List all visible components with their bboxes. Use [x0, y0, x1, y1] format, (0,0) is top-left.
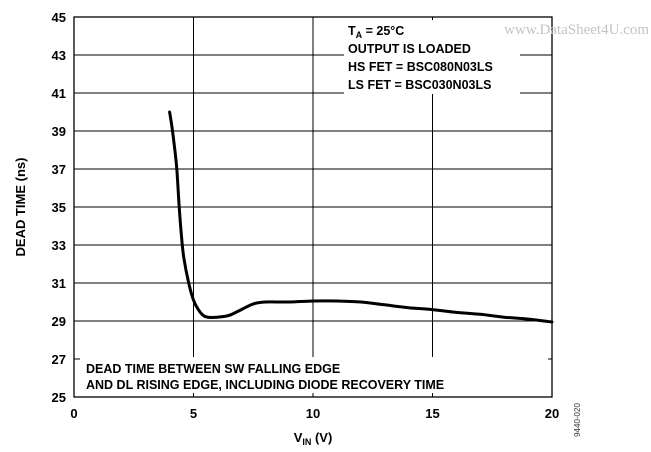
watermark: www.DataSheet4U.com: [504, 22, 649, 38]
y-tick-label: 37: [52, 162, 66, 177]
conditions-ta: TA = 25°C: [348, 24, 404, 40]
conditions-background: [344, 20, 520, 94]
y-tick-label: 27: [52, 352, 66, 367]
y-tick-label: 35: [52, 200, 66, 215]
note-annotation: DEAD TIME BETWEEN SW FALLING EDGE AND DL…: [86, 362, 444, 392]
x-tick-label: 5: [190, 406, 197, 421]
y-tick-label: 39: [52, 124, 66, 139]
x-tick-labels: 0 5 10 15 20: [70, 406, 559, 421]
note-line-2: AND DL RISING EDGE, INCLUDING DIODE RECO…: [86, 378, 444, 392]
series-line-dead-time: [168, 110, 554, 324]
x-tick-label: 10: [306, 406, 320, 421]
x-tick-label: 20: [545, 406, 559, 421]
y-tick-labels: 25 27 29 31 33 35 37 39 41 43 45: [52, 10, 66, 405]
conditions-annotation: TA = 25°C OUTPUT IS LOADED HS FET = BSC0…: [348, 24, 493, 92]
y-tick-label: 43: [52, 48, 66, 63]
conditions-line-3: LS FET = BSC030N03LS: [348, 78, 491, 92]
y-tick-label: 29: [52, 314, 66, 329]
y-tick-label: 41: [52, 86, 66, 101]
figure-id: 9440-020: [573, 403, 582, 437]
plot-frame: [73, 16, 553, 398]
x-tick-label: 15: [425, 406, 439, 421]
y-tick-label: 31: [52, 276, 66, 291]
x-axis-title: VIN (V): [294, 430, 333, 447]
grid: [74, 17, 552, 397]
note-line-1: DEAD TIME BETWEEN SW FALLING EDGE: [86, 362, 340, 376]
y-tick-label: 25: [52, 390, 66, 405]
note-background: [80, 357, 548, 393]
conditions-line-1: OUTPUT IS LOADED: [348, 42, 471, 56]
conditions-line-2: HS FET = BSC080N03LS: [348, 60, 493, 74]
x-tick-label: 0: [70, 406, 77, 421]
y-tick-label: 45: [52, 10, 66, 25]
y-axis-title: DEAD TIME (ns): [13, 158, 28, 257]
annotation-backgrounds: [80, 20, 548, 393]
y-tick-label: 33: [52, 238, 66, 253]
